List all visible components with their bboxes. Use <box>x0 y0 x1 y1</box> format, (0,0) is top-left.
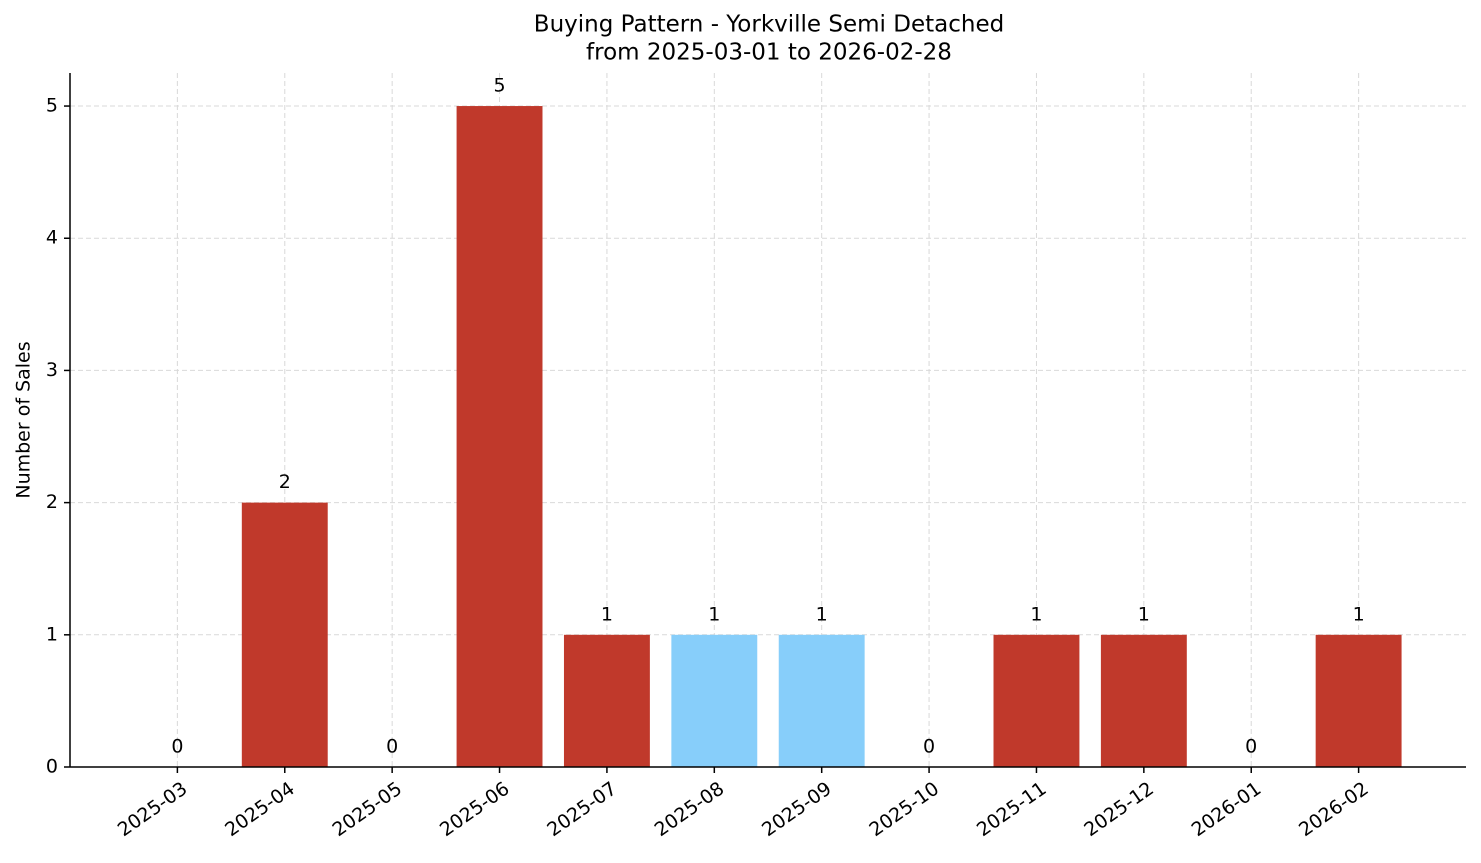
data-label: 1 <box>816 603 828 625</box>
x-tick-label: 2025-11 <box>973 778 1051 842</box>
data-label: 2 <box>279 471 291 493</box>
x-tick-label: 2025-12 <box>1080 778 1158 842</box>
bar <box>241 502 328 767</box>
y-tick-label: 0 <box>46 756 58 778</box>
x-tick-label: 2025-10 <box>865 778 943 842</box>
x-tick-label: 2025-07 <box>543 778 621 842</box>
data-label: 0 <box>171 736 183 758</box>
data-label: 5 <box>493 75 505 97</box>
bar <box>1100 634 1187 767</box>
y-tick-label: 4 <box>46 227 58 249</box>
y-tick-label: 1 <box>46 623 58 645</box>
x-tick-label: 2026-02 <box>1295 778 1373 842</box>
x-tick-label: 2025-08 <box>651 778 729 842</box>
chart-title: Buying Pattern - Yorkville Semi Detached <box>534 12 1004 38</box>
x-tick-label: 2025-05 <box>329 778 407 842</box>
data-label: 1 <box>708 603 720 625</box>
x-tick-label: 2025-03 <box>114 778 192 842</box>
x-tick-label: 2025-06 <box>436 778 514 842</box>
bar <box>456 106 543 768</box>
bar <box>1315 634 1402 767</box>
x-tick-label: 2025-09 <box>758 778 836 842</box>
x-tick-label: 2026-01 <box>1188 778 1266 842</box>
data-label: 0 <box>1245 736 1257 758</box>
data-label: 1 <box>1138 603 1150 625</box>
y-tick-label: 2 <box>46 491 58 513</box>
y-tick-label: 5 <box>46 95 58 117</box>
bar <box>671 634 758 767</box>
data-label: 1 <box>1030 603 1042 625</box>
data-label: 1 <box>601 603 613 625</box>
bar <box>563 634 650 767</box>
data-label: 0 <box>923 736 935 758</box>
data-label: 0 <box>386 736 398 758</box>
y-axis-label: Number of Sales <box>13 341 35 498</box>
data-label: 1 <box>1353 603 1365 625</box>
x-tick-label: 2025-04 <box>221 778 299 842</box>
y-tick-label: 3 <box>46 359 58 381</box>
bar <box>778 634 865 767</box>
bar <box>993 634 1080 767</box>
chart-subtitle: from 2025-03-01 to 2026-02-28 <box>586 40 952 66</box>
